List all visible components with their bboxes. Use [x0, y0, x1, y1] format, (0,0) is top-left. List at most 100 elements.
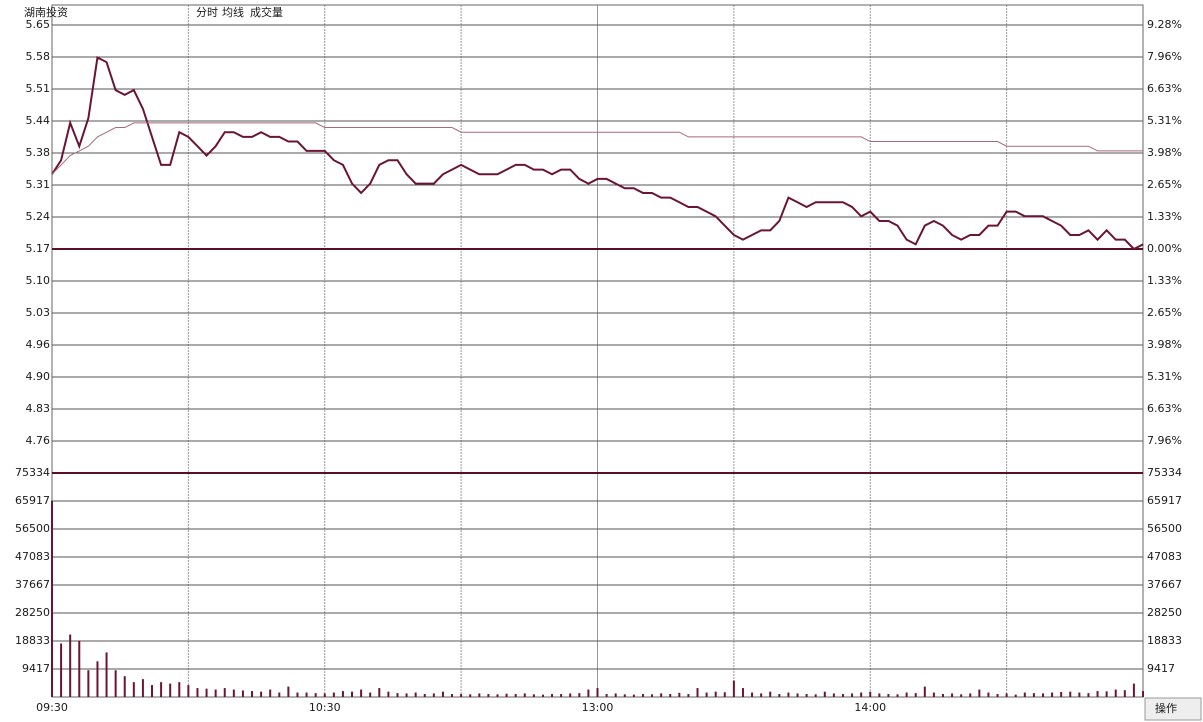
volume-bar	[51, 500, 53, 697]
volume-bar	[487, 694, 490, 697]
y2-tick-label: 9.28%	[1147, 18, 1182, 31]
y-tick-label: 56500	[15, 522, 50, 535]
volume-bar	[605, 694, 608, 697]
y-tick-label-right: 18833	[1147, 634, 1182, 647]
volume-bar	[314, 693, 317, 697]
y2-tick-label: 5.31%	[1147, 370, 1182, 383]
y-tick-label: 5.58	[26, 50, 51, 63]
y-tick-label: 5.10	[26, 274, 51, 287]
y-tick-label-right: 37667	[1147, 578, 1182, 591]
volume-bar	[460, 694, 463, 697]
volume-bar	[987, 692, 990, 697]
volume-bar	[1105, 691, 1108, 697]
volume-bar	[1032, 693, 1035, 697]
volume-bar	[596, 688, 599, 697]
volume-bar	[996, 694, 999, 697]
y-tick-label-right: 28250	[1147, 606, 1182, 619]
volume-bar	[69, 634, 72, 697]
volume-bar	[296, 692, 299, 697]
volume-bar	[532, 694, 535, 697]
y-tick-label: 37667	[15, 578, 50, 591]
volume-bar	[332, 692, 335, 697]
volume-bar	[478, 693, 481, 697]
legend-label: 均线	[222, 5, 244, 19]
volume-bar	[751, 692, 754, 697]
volume-bar	[278, 692, 281, 697]
y2-tick-label: 1.33%	[1147, 210, 1182, 223]
volume-bar	[405, 693, 408, 697]
volume-bar	[260, 691, 263, 697]
volume-bar	[823, 691, 826, 697]
volume-bar	[1051, 692, 1054, 697]
volume-bar	[187, 685, 190, 697]
y2-tick-label: 2.65%	[1147, 178, 1182, 191]
volume-bar	[760, 693, 763, 697]
volume-bar	[469, 694, 472, 697]
volume-bar	[1060, 691, 1063, 697]
volume-bar	[614, 693, 617, 697]
volume-bar	[914, 693, 917, 697]
y-tick-label: 5.51	[26, 82, 51, 95]
volume-bar	[160, 682, 163, 697]
volume-bar	[741, 688, 744, 697]
volume-bar	[814, 694, 817, 697]
volume-bar	[132, 682, 135, 697]
y-tick-label: 4.90	[26, 370, 51, 383]
volume-bar	[905, 692, 908, 697]
volume-bar	[560, 694, 563, 697]
y-tick-label: 75334	[15, 466, 50, 479]
volume-bar	[678, 692, 681, 697]
y-tick-label: 5.31	[26, 178, 51, 191]
volume-bar	[96, 661, 99, 697]
action-button[interactable]	[1144, 697, 1202, 721]
volume-bar	[441, 691, 444, 697]
volume-bar	[232, 689, 235, 697]
volume-bar	[578, 693, 581, 697]
volume-bar	[514, 694, 517, 697]
volume-bar	[1142, 691, 1144, 697]
x-tick-label: 09:30	[36, 701, 68, 714]
y-tick-label: 18833	[15, 634, 50, 647]
volume-bar	[451, 694, 454, 697]
y2-tick-label: 7.96%	[1147, 434, 1182, 447]
volume-bar	[205, 688, 208, 697]
volume-bar	[414, 692, 417, 697]
y2-tick-label: 5.31%	[1147, 114, 1182, 127]
volume-bar	[1041, 693, 1044, 697]
y-tick-label: 5.17	[26, 242, 51, 255]
y-tick-label-right: 65917	[1147, 494, 1182, 507]
volume-bar	[151, 685, 154, 697]
volume-bar	[423, 694, 426, 697]
y2-tick-label: 7.96%	[1147, 50, 1182, 63]
volume-bar	[896, 694, 899, 697]
volume-bar	[305, 692, 308, 697]
volume-bar	[732, 680, 735, 697]
volume-bar	[360, 689, 363, 697]
volume-bar	[1096, 691, 1099, 697]
volume-bar	[1087, 693, 1090, 697]
action-button-label[interactable]: 操作	[1155, 701, 1177, 715]
volume-bar	[714, 691, 717, 697]
volume-bar	[387, 691, 390, 697]
volume-bar	[196, 688, 199, 697]
y2-tick-label: 6.63%	[1147, 82, 1182, 95]
x-tick-label: 14:00	[854, 701, 886, 714]
volume-bar	[878, 693, 881, 697]
y-tick-label: 5.65	[26, 18, 51, 31]
y-tick-label: 9417	[22, 662, 50, 675]
volume-bar	[869, 691, 872, 697]
volume-bar	[796, 693, 799, 697]
y-tick-label: 4.96	[26, 338, 51, 351]
y-tick-label: 5.44	[26, 114, 51, 127]
volume-bar	[60, 643, 63, 697]
volume-bar	[1132, 683, 1135, 697]
volume-bar	[141, 679, 144, 697]
volume-bar	[951, 693, 954, 697]
volume-bar	[769, 691, 772, 697]
legend-label: 分时	[196, 6, 218, 19]
y-tick-label: 5.03	[26, 306, 51, 319]
volume-bar	[114, 670, 117, 697]
y-tick-label: 5.38	[26, 146, 51, 159]
volume-bar	[723, 692, 726, 697]
y-tick-label: 47083	[15, 550, 50, 563]
